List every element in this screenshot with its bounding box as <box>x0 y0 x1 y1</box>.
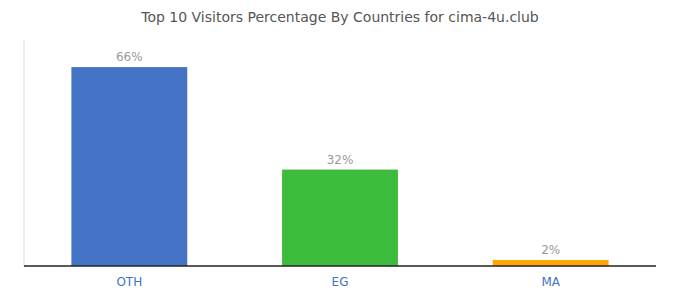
x-tick-label: OTH <box>116 275 142 289</box>
y-axis-line <box>24 40 25 266</box>
data-label: 32% <box>327 153 354 167</box>
title: Top 10 Visitors Percentage By Countries … <box>140 9 539 25</box>
x-tick-label: MA <box>541 275 560 289</box>
data-label: 2% <box>541 243 560 257</box>
data-label: 66% <box>116 50 143 64</box>
bar <box>493 260 609 266</box>
x-tick-label: EG <box>332 275 349 289</box>
chart-container: Top 10 Visitors Percentage By Countries … <box>0 0 680 300</box>
bar <box>71 67 187 266</box>
x-axis <box>24 265 656 267</box>
bars <box>71 67 608 266</box>
page: {"chart_data": {"type": "bar", "title": … <box>0 0 680 300</box>
chart: Top 10 Visitors Percentage By Countries … <box>0 0 680 300</box>
bar <box>282 170 398 266</box>
